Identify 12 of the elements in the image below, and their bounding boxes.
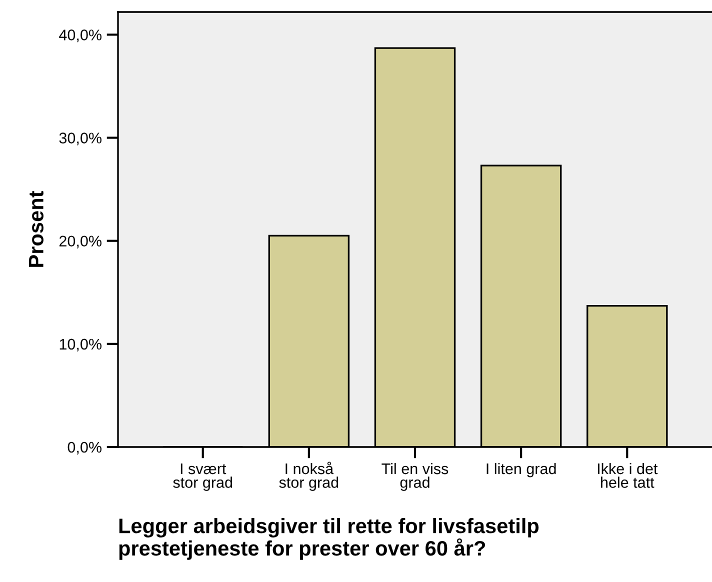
x-axis-title: Legger arbeidsgiver til rette for livsfasetilp prestetjeneste for prester over 60 år? bbox=[119, 518, 539, 560]
x-tick-label: Ikke i det hele tatt bbox=[598, 462, 658, 488]
x-tick-label: I nokså stor grad bbox=[279, 462, 338, 491]
x-tick-label: I svært stor grad bbox=[173, 464, 232, 491]
y-tick-label: 30,0% bbox=[59, 132, 102, 146]
x-tick-label: I liten grad bbox=[486, 462, 556, 478]
y-axis-title: Prosent bbox=[28, 190, 44, 267]
y-tick-label: 10,0% bbox=[60, 338, 102, 352]
x-tick-label: Til en viss grad bbox=[382, 462, 448, 491]
y-tick-label: 20,0% bbox=[59, 236, 102, 248]
y-tick-label: 0,0% bbox=[68, 442, 102, 454]
y-tick-label: 40,0% bbox=[59, 30, 102, 42]
